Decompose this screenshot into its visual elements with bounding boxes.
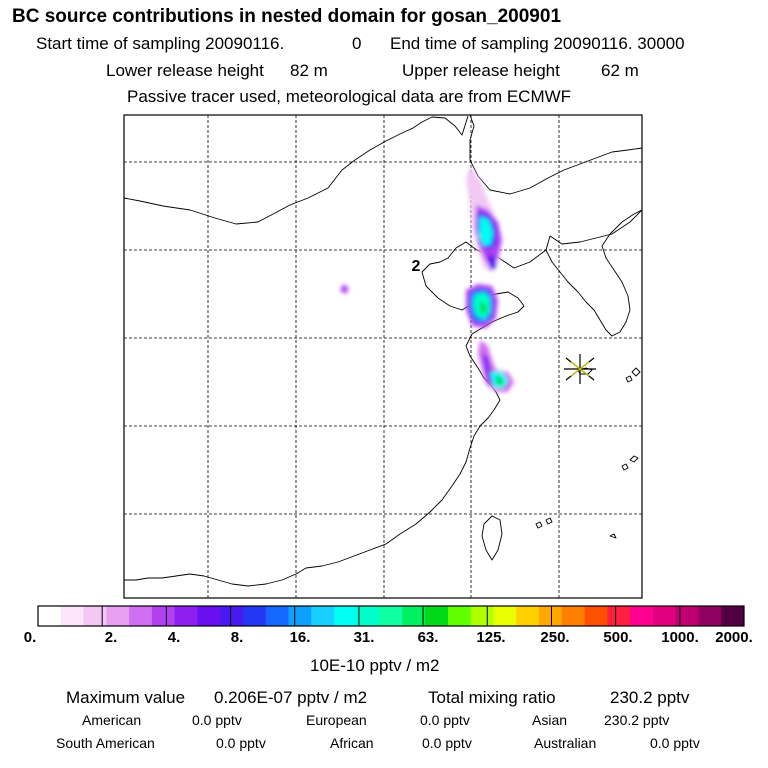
colorbar-swatch bbox=[425, 606, 449, 626]
colorbar-tick-11: 2000. bbox=[715, 629, 753, 646]
region-name-south-american: South American bbox=[56, 735, 155, 751]
colorbar-tick-3: 8. bbox=[230, 629, 244, 646]
colorbar-swatch bbox=[607, 606, 631, 626]
region-value-asian: 230.2 pptv bbox=[604, 712, 670, 728]
max-value-label: Maximum value bbox=[66, 688, 186, 707]
max-value: 0.206E-07 pptv / m2 bbox=[214, 688, 368, 707]
lower-release-value: 82 m bbox=[290, 61, 328, 80]
colorbar-frame bbox=[37, 605, 745, 627]
map-content: 2 bbox=[124, 115, 642, 598]
colorbar-swatch bbox=[379, 606, 403, 626]
colorbar-swatch bbox=[220, 606, 244, 626]
map-frame-bg bbox=[124, 115, 642, 598]
colorbar-swatch bbox=[38, 606, 62, 626]
colorbar-swatch bbox=[311, 606, 335, 626]
start-time-seconds: 0 bbox=[352, 34, 362, 53]
total-mixing-value: 230.2 pptv bbox=[610, 688, 690, 707]
region-name-australian: Australian bbox=[534, 735, 597, 751]
colorbar-swatch bbox=[539, 606, 563, 626]
colorbar-swatch bbox=[242, 606, 267, 626]
upper-release-value: 62 m bbox=[601, 61, 639, 80]
region-name-asian: Asian bbox=[532, 712, 568, 728]
plume-north bbox=[466, 165, 502, 272]
region-name-african: African bbox=[330, 735, 374, 751]
region-value-african: 0.0 pptv bbox=[422, 735, 472, 751]
lower-release-label: Lower release height bbox=[106, 61, 264, 80]
colorbar-unit: 10E-10 pptv / m2 bbox=[310, 656, 440, 675]
region-value-australian: 0.0 pptv bbox=[650, 735, 700, 751]
colorbar-tick-9: 500. bbox=[603, 629, 633, 646]
colorbar-swatch bbox=[447, 606, 472, 626]
colorbar-swatch bbox=[402, 606, 426, 626]
lat-lon-grid bbox=[124, 115, 642, 598]
colorbar-swatch bbox=[652, 606, 677, 626]
colorbar-swatch bbox=[584, 606, 608, 626]
receptor-star-inner bbox=[570, 361, 590, 377]
colorbar-swatch bbox=[83, 606, 107, 626]
colorbar-tick-2: 4. bbox=[167, 629, 181, 646]
region-value-american: 0.0 pptv bbox=[192, 712, 242, 728]
colorbar-tick-1: 2. bbox=[104, 629, 118, 646]
total-mixing-label: Total mixing ratio bbox=[428, 688, 556, 707]
colorbar-swatch bbox=[129, 606, 153, 626]
region-value-european: 0.0 pptv bbox=[420, 712, 470, 728]
tracer-info: Passive tracer used, meteorological data… bbox=[127, 87, 572, 106]
plume-shandong bbox=[466, 284, 498, 328]
colorbar-swatch bbox=[698, 606, 722, 626]
colorbar-tick-10: 1000. bbox=[661, 629, 699, 646]
map-frame bbox=[123, 114, 643, 599]
colorbar-tick-8: 250. bbox=[540, 629, 570, 646]
region-name-european: European bbox=[306, 712, 367, 728]
colorbar-tick-5: 31. bbox=[353, 629, 375, 646]
colorbar-tick-4: 16. bbox=[289, 629, 311, 646]
plume-south bbox=[340, 284, 514, 392]
upper-release-label: Upper release height bbox=[402, 61, 560, 80]
colorbar-swatch bbox=[675, 606, 699, 626]
coastlines bbox=[124, 115, 642, 587]
colorbar-tick-7: 125. bbox=[476, 629, 506, 646]
colorbar-tick-6: 63. bbox=[417, 629, 439, 646]
colorbar-swatch bbox=[561, 606, 585, 626]
region-name-american: American bbox=[82, 712, 142, 728]
colorbar-swatch bbox=[721, 606, 745, 626]
colorbar-swatch bbox=[630, 606, 654, 626]
map-title: BC source contributions in nested domain… bbox=[12, 6, 562, 27]
colorbar-swatch bbox=[106, 606, 130, 626]
end-time-label: End time of sampling 20090116. 30000 bbox=[390, 34, 685, 53]
colorbar-swatch bbox=[265, 606, 289, 626]
colorbar-swatch bbox=[493, 606, 517, 626]
colorbar bbox=[37, 605, 745, 627]
colorbar-swatch bbox=[151, 606, 176, 626]
colorbar-swatch bbox=[60, 606, 84, 626]
colorbar-swatch bbox=[288, 606, 312, 626]
colorbar-swatch bbox=[470, 606, 494, 626]
colorbar-swatch bbox=[516, 606, 540, 626]
colorbar-swatch bbox=[334, 606, 358, 626]
colorbar-tick-0: 0. bbox=[23, 629, 37, 646]
map-marker-label: 2 bbox=[412, 258, 421, 275]
region-value-south-american: 0.0 pptv bbox=[216, 735, 266, 751]
colorbar-swatch bbox=[174, 606, 198, 626]
colorbar-swatch bbox=[197, 606, 221, 626]
start-time-label: Start time of sampling 20090116. bbox=[36, 34, 285, 53]
colorbar-swatch bbox=[356, 606, 381, 626]
